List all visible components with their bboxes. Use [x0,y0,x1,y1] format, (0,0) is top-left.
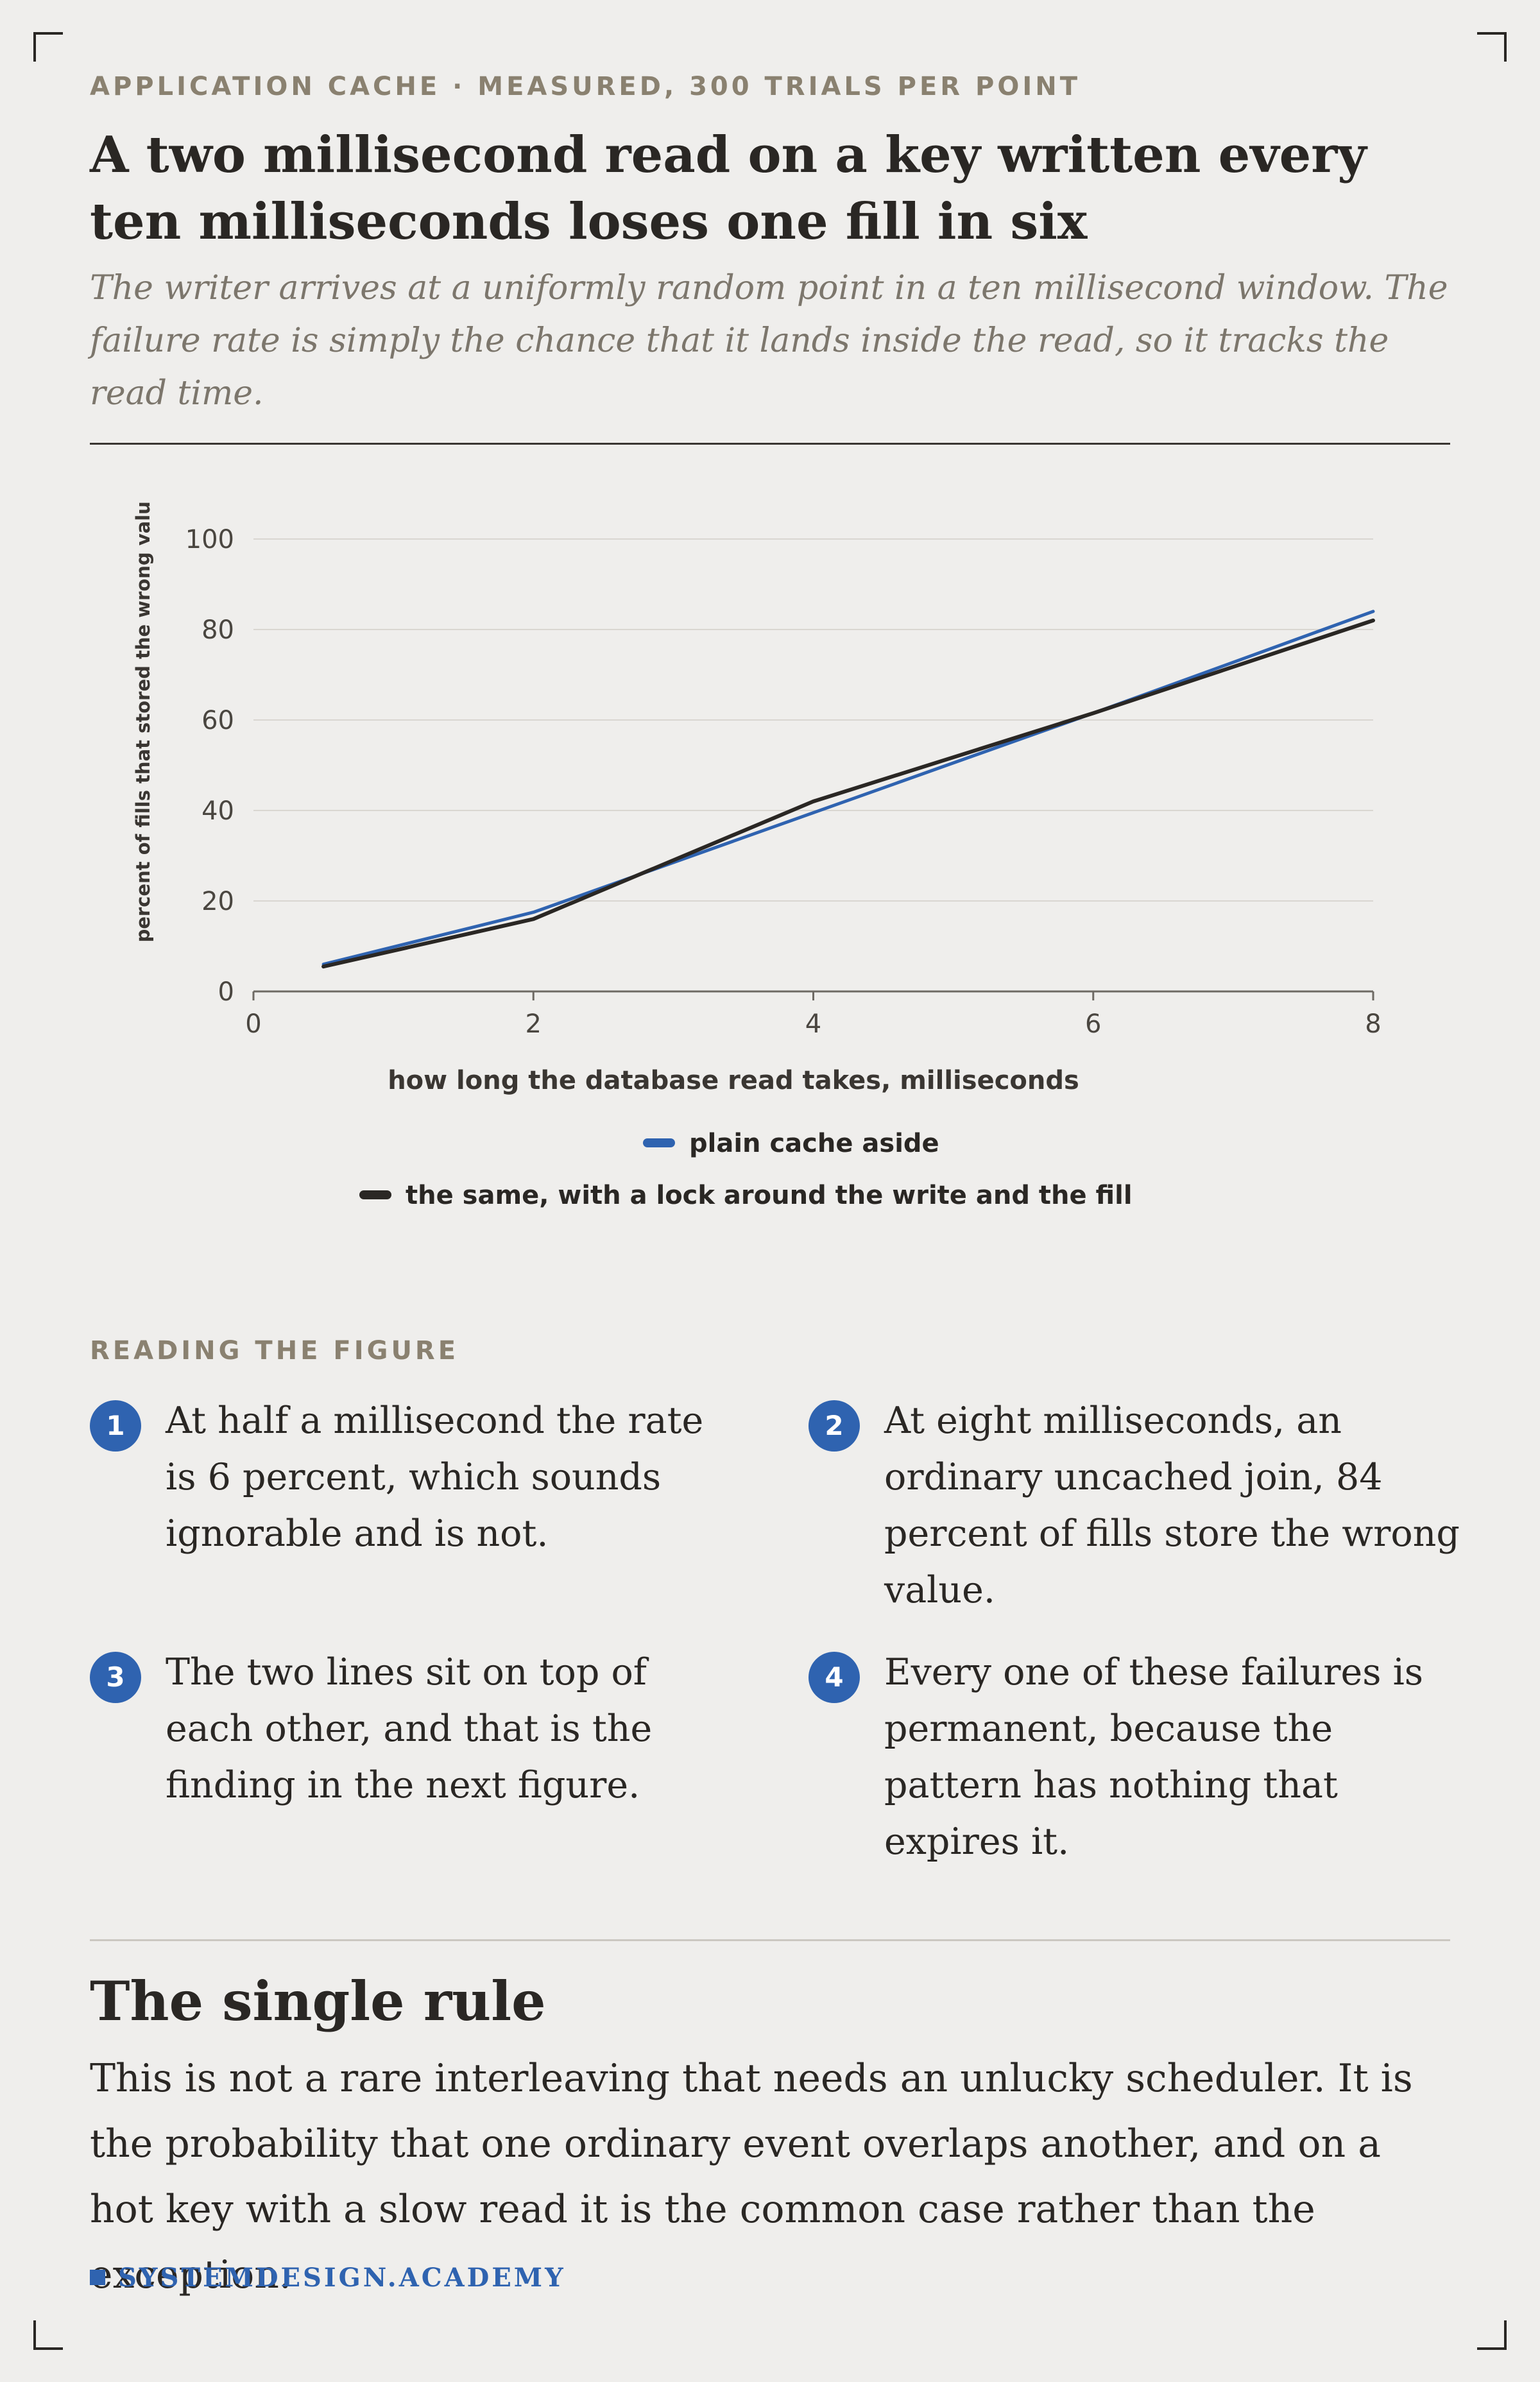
x-tick-label: 2 [526,1009,542,1039]
note-4: 4 Every one of these failures is permane… [809,1644,1423,1863]
note-1: 1 At half a millisecond the rate is 6 pe… [90,1392,703,1572]
y-tick-label: 20 [201,887,234,916]
series-line-plain-cache-aside [321,610,1375,966]
grid-layer [253,538,1373,902]
x-axis-label: how long the database read takes, millis… [388,1066,1079,1095]
note-text: The two lines sit on top of each other, … [166,1651,653,1806]
note-number-badge: 4 [809,1652,860,1703]
line-chart-svg: 0 20 40 60 80 100 0 2 4 6 8 percent of fills that … [132,501,1382,1210]
y-tick-label: 100 [185,525,234,554]
header-divider [90,443,1450,445]
page-title: A two millisecond read on a key written … [90,126,1367,251]
x-tick-label: 4 [805,1009,821,1039]
y-tick-label: 80 [201,615,234,645]
series-layer [321,610,1375,969]
legend: plain cache aside the same, with a lock … [359,1129,1133,1210]
y-tick-label: 40 [201,796,234,826]
series-line-with-lock [321,618,1375,969]
line-chart: 0 20 40 60 80 100 0 2 4 6 8 percent of fills that … [90,501,1450,1245]
rule-heading: The single rule [90,1969,546,2033]
corner-mark-bottom-left [33,2320,63,2350]
y-axis-label: percent of fills that stored the wrong v… [132,501,154,943]
note-text: Every one of these failures is permanent… [884,1651,1424,1863]
corner-mark-top-right [1477,32,1507,62]
axis-layer: 0 20 40 60 80 100 0 2 4 6 8 [185,525,1382,1039]
reading-heading: READING THE FIGURE [90,1336,459,1366]
x-tick-label: 8 [1365,1009,1381,1039]
corner-mark-bottom-right [1477,2320,1507,2350]
legend-swatch-lock [359,1190,391,1199]
x-tick-label: 0 [245,1009,261,1039]
rule-body: This is not a rare interleaving that nee… [90,2056,1413,2297]
note-3: 3 The two lines sit on top of each other… [90,1644,693,1824]
note-text: At half a millisecond the rate is 6 perc… [166,1400,704,1555]
note-text: At eight milliseconds, an ordinary uncac… [884,1400,1460,1611]
x-tick-label: 6 [1085,1009,1101,1039]
note-number-badge: 1 [90,1400,141,1452]
corner-mark-top-left [33,32,63,62]
brand-footer[interactable]: SYSTEMDESIGN.ACADEMY [90,2263,566,2293]
note-number-badge: 2 [809,1400,860,1452]
kicker: APPLICATION CACHE · MEASURED, 300 TRIALS… [90,72,1081,101]
legend-label-lock: the same, with a lock around the write a… [406,1181,1133,1210]
note-number-badge: 3 [90,1652,141,1703]
brand-square-icon [90,2270,105,2285]
note-2: 2 At eight milliseconds, an ordinary unc… [809,1392,1460,1624]
brand-label: SYSTEMDESIGN.ACADEMY [118,2263,566,2293]
y-tick-label: 0 [218,977,234,1007]
section-divider [90,1939,1450,1941]
y-tick-label: 60 [201,706,234,735]
legend-swatch-plain [643,1138,675,1147]
page-subtitle: The writer arrives at a uniformly random… [90,269,1448,413]
legend-label-plain: plain cache aside [689,1129,939,1158]
